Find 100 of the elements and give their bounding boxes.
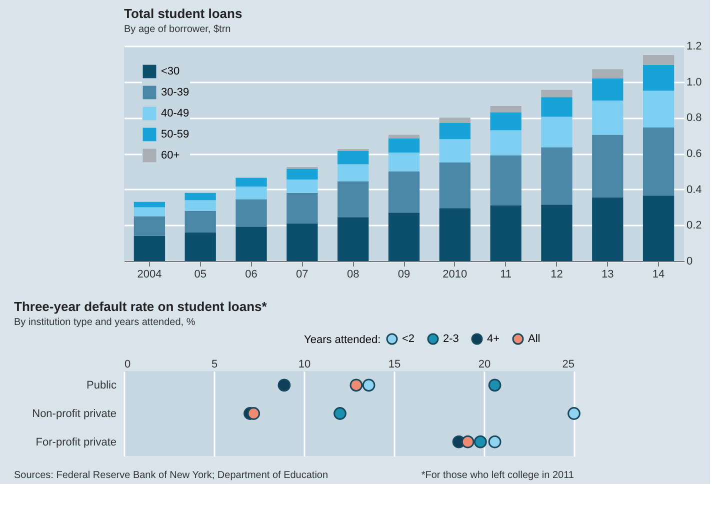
legend-label: 60+ bbox=[161, 150, 180, 162]
bar bbox=[134, 202, 166, 208]
bar bbox=[592, 69, 624, 78]
point bbox=[362, 378, 376, 392]
bar bbox=[286, 223, 318, 261]
bar bbox=[338, 181, 369, 218]
legend-title: Years attended: bbox=[304, 334, 381, 346]
bar bbox=[388, 134, 420, 138]
x-tick-label: 06 bbox=[245, 268, 258, 280]
x-tick-label: 15 bbox=[388, 358, 401, 370]
y-tick-label: 0.8 bbox=[686, 112, 702, 124]
x-tick-label: 11 bbox=[500, 268, 512, 280]
bar bbox=[184, 210, 216, 232]
bar bbox=[388, 152, 420, 172]
bar bbox=[286, 192, 318, 224]
y-tick-label: 0.2 bbox=[686, 220, 702, 232]
bar bbox=[184, 232, 216, 261]
bar bbox=[541, 204, 572, 261]
bar bbox=[592, 197, 624, 261]
y-tick-label: 0.4 bbox=[686, 184, 702, 196]
bar bbox=[388, 138, 420, 153]
bar bbox=[286, 179, 318, 193]
x-tick-label: 5 bbox=[211, 358, 218, 370]
legend-label: <30 bbox=[161, 66, 180, 78]
y-tick-label: 0.6 bbox=[686, 148, 702, 160]
bar bbox=[541, 97, 572, 117]
point bbox=[488, 435, 502, 448]
legend-label: 4+ bbox=[487, 333, 500, 345]
bar bbox=[184, 200, 216, 211]
bar bbox=[236, 226, 267, 261]
bar bbox=[236, 186, 267, 200]
chart-title: Three-year default rate on student loans* bbox=[14, 299, 268, 314]
x-tick-label: 10 bbox=[298, 358, 311, 370]
bar bbox=[338, 150, 369, 164]
x-tick-label: 14 bbox=[652, 268, 665, 280]
x-tick-label: 09 bbox=[398, 268, 410, 280]
legend-label: 50-59 bbox=[161, 128, 190, 140]
chart-title: Total student loans bbox=[124, 6, 242, 21]
bar bbox=[592, 78, 624, 101]
point bbox=[247, 407, 260, 420]
bar bbox=[642, 64, 674, 91]
bar bbox=[541, 116, 572, 148]
point bbox=[350, 378, 363, 392]
x-tick-label: 2010 bbox=[442, 268, 468, 280]
bar bbox=[490, 112, 522, 130]
legend-label: 40-49 bbox=[161, 108, 190, 120]
bar bbox=[642, 196, 674, 261]
bar bbox=[592, 100, 624, 135]
bar bbox=[286, 168, 318, 180]
x-tick-label: 20 bbox=[478, 358, 491, 370]
chart-subtitle: By age of borrower, $trn bbox=[124, 24, 231, 35]
bar bbox=[490, 106, 522, 112]
bar bbox=[439, 162, 470, 208]
bar bbox=[490, 155, 522, 206]
point bbox=[488, 378, 502, 392]
bar bbox=[134, 236, 166, 261]
y-tick-label: Non-profit private bbox=[32, 408, 116, 420]
x-tick-label: 08 bbox=[346, 268, 360, 280]
point bbox=[461, 435, 474, 448]
point bbox=[278, 378, 291, 392]
x-tick-label: 25 bbox=[562, 358, 574, 370]
x-tick-label: 2004 bbox=[137, 268, 162, 280]
legend-label: All bbox=[528, 333, 540, 345]
x-tick-label: 0 bbox=[124, 358, 131, 370]
bar bbox=[642, 128, 674, 196]
x-tick-label: 13 bbox=[602, 268, 614, 280]
x-tick-label: 05 bbox=[194, 268, 206, 280]
bar bbox=[236, 199, 267, 227]
point bbox=[474, 435, 487, 448]
text: *For those who left college in 2011 bbox=[421, 470, 574, 481]
bar bbox=[388, 212, 420, 261]
bar bbox=[642, 90, 674, 128]
y-tick-label: 1.0 bbox=[686, 76, 702, 88]
y-tick-label: Public bbox=[86, 380, 117, 392]
point bbox=[568, 407, 580, 420]
chart-subtitle: By institution type and years attended, % bbox=[14, 317, 196, 328]
bar bbox=[490, 130, 522, 156]
x-tick-label: 12 bbox=[550, 268, 563, 280]
bar bbox=[134, 216, 166, 236]
bar bbox=[541, 90, 572, 98]
y-tick-label: For-profit private bbox=[36, 436, 116, 448]
bar bbox=[338, 217, 369, 261]
bar bbox=[642, 54, 674, 65]
bar bbox=[490, 205, 522, 261]
bar bbox=[439, 208, 470, 261]
bar bbox=[134, 207, 166, 216]
bar bbox=[592, 134, 624, 198]
bar bbox=[236, 178, 267, 187]
bar bbox=[338, 164, 369, 182]
legend-label: <2 bbox=[402, 333, 415, 345]
bar bbox=[541, 147, 572, 205]
bar bbox=[439, 123, 470, 140]
y-tick-label: 1.2 bbox=[686, 40, 702, 52]
bar bbox=[439, 139, 470, 162]
y-tick-label: 0 bbox=[686, 256, 693, 268]
source-note: Sources: Federal Reserve Bank of New York; Department of Education bbox=[14, 470, 328, 481]
bar bbox=[439, 118, 470, 124]
legend-label: 2-3 bbox=[443, 333, 459, 345]
bar bbox=[184, 192, 216, 200]
point bbox=[334, 407, 346, 420]
